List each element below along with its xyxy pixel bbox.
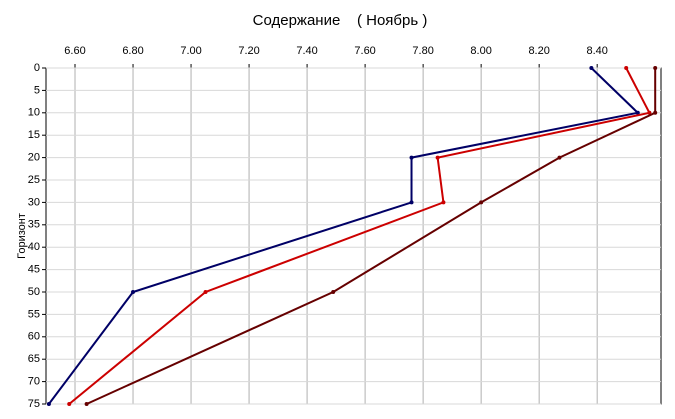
x-tick-label: 7.80 [412,45,433,57]
x-tick-label: 8.00 [470,45,491,57]
point [441,200,446,205]
point [653,110,658,115]
point [635,110,640,115]
series-line [48,67,640,405]
point [589,66,594,70]
point [557,155,562,160]
y-tick-label: 60 [28,331,40,343]
y-tick-label: 55 [28,308,40,320]
x-tick-label: 7.60 [354,45,375,57]
y-tick-label: 10 [28,107,40,119]
point [647,110,652,115]
y-tick-label: 25 [28,174,40,186]
y-tick-label: 65 [28,353,40,365]
y-tick-label: 50 [28,286,40,298]
y-tick-label: 20 [28,152,40,164]
x-tick-label: 7.20 [238,45,259,57]
y-tick-label: 40 [28,241,40,253]
x-tick-label: 7.00 [180,45,201,57]
x-tick-label: 7.40 [296,45,317,57]
point [435,155,440,160]
point [624,66,629,70]
y-tick-label: 75 [28,398,40,410]
x-tick-label: 8.20 [528,45,549,57]
y-tick-label: 35 [28,219,40,231]
y-tick-label: 70 [28,376,40,388]
point [46,402,51,406]
point [479,200,484,205]
point [131,290,136,294]
y-tick-label: 15 [28,129,40,141]
point [653,66,658,70]
point [203,290,208,294]
y-tick-label: 0 [34,62,40,74]
y-tick-label: 5 [34,84,40,96]
point [84,402,89,406]
x-tick-label: 6.60 [64,45,85,57]
point [409,200,414,205]
x-tick-label: 8.40 [586,45,607,57]
y-tick-label: 30 [28,196,40,208]
y-tick-label: 45 [28,264,40,276]
point [331,290,336,294]
point [67,402,72,406]
chart-title: Содержание ( Ноябрь ) [253,12,428,29]
y-axis-label: Горизонт [16,213,28,259]
series-line [68,67,651,405]
point [409,155,414,160]
series-line [86,68,657,405]
x-tick-label: 6.80 [122,45,143,57]
